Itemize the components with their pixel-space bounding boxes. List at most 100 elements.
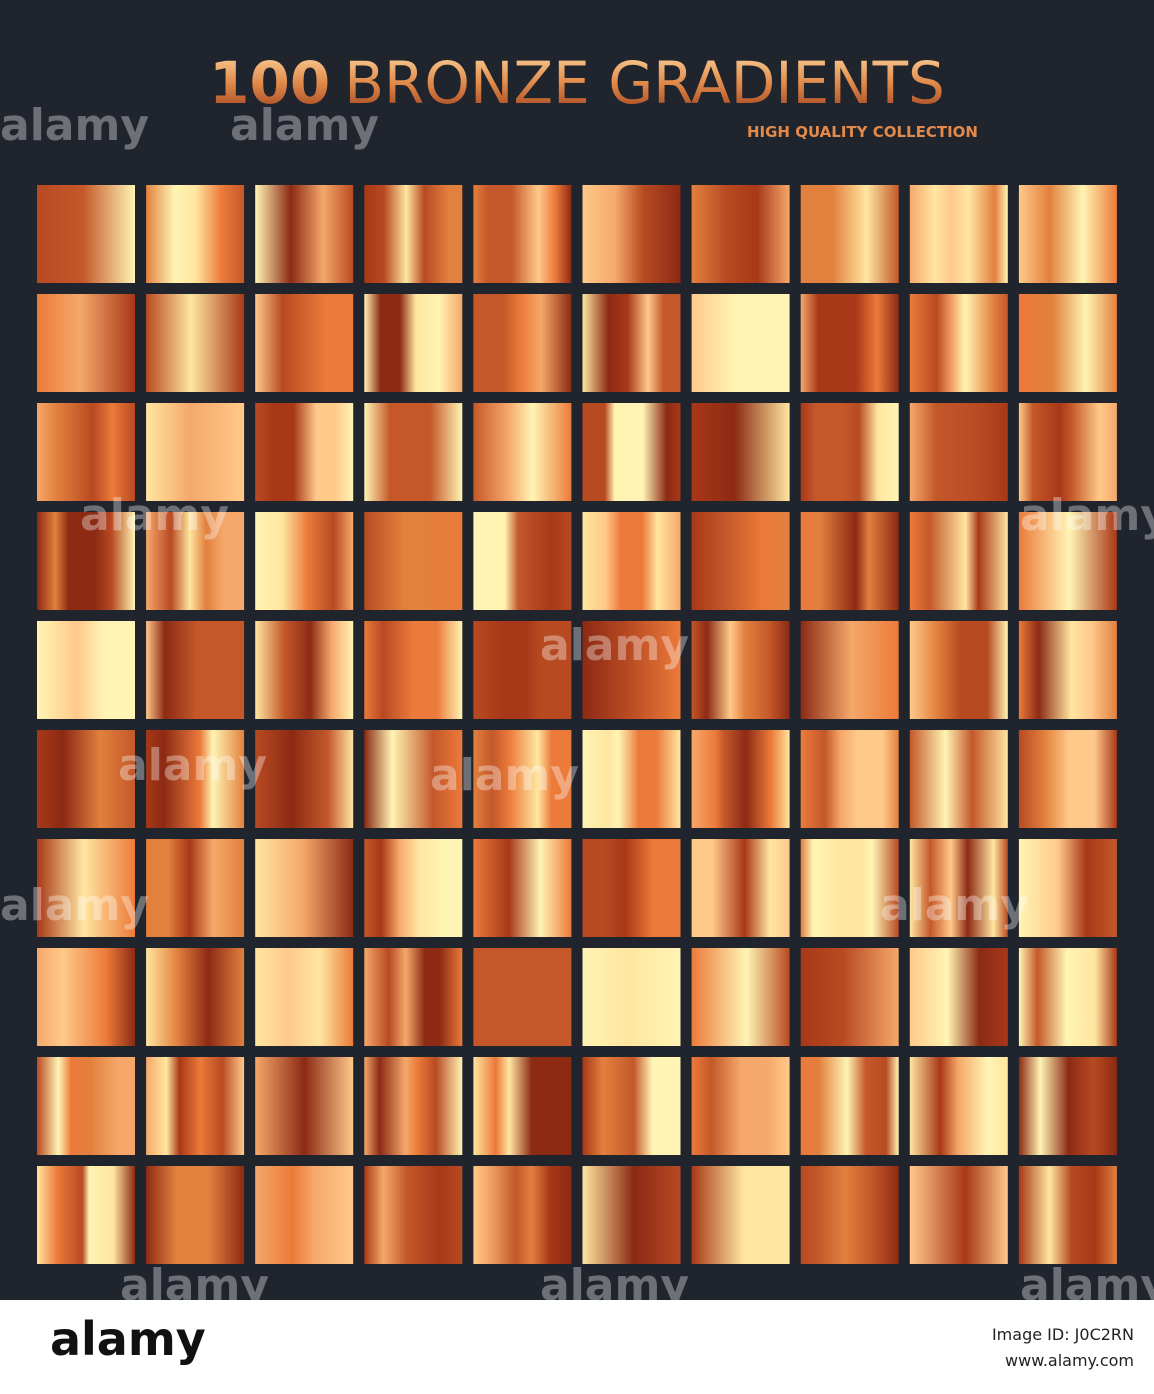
swatch — [255, 403, 354, 501]
swatch — [473, 1057, 572, 1155]
swatch — [1018, 621, 1117, 719]
watermark: alamy — [540, 620, 689, 671]
watermark: alamy — [230, 100, 379, 151]
swatch — [473, 185, 572, 283]
watermark: alamy — [0, 100, 149, 151]
swatch — [691, 1057, 790, 1155]
swatch — [691, 512, 790, 610]
swatch — [37, 403, 135, 501]
footer-logo: alamy — [50, 1312, 206, 1366]
swatch — [146, 730, 245, 828]
swatch — [909, 1057, 1008, 1155]
watermark: alamy — [880, 880, 1029, 931]
subtitle: HIGH QUALITY COLLECTION — [747, 123, 978, 141]
swatch — [800, 948, 899, 1046]
swatch — [255, 730, 354, 828]
swatch — [1018, 948, 1117, 1046]
swatch — [582, 730, 681, 828]
swatch — [473, 512, 572, 610]
swatch — [582, 512, 681, 610]
swatch — [800, 185, 899, 283]
swatch — [364, 403, 463, 501]
swatch — [364, 948, 463, 1046]
swatch — [582, 1057, 681, 1155]
swatch — [364, 512, 463, 610]
swatch — [1018, 512, 1117, 610]
swatch — [909, 621, 1008, 719]
footer-bar — [0, 1300, 1154, 1390]
swatch — [1018, 1166, 1117, 1264]
watermarks: alamy alamy alamy alamy alamy alamy alamy alamy… — [0, 100, 1154, 1311]
watermark: alamy — [1020, 1260, 1154, 1311]
swatch — [800, 621, 899, 719]
swatch — [909, 730, 1008, 828]
swatch — [800, 730, 899, 828]
swatch — [582, 839, 681, 937]
swatch — [255, 1166, 354, 1264]
swatch — [582, 294, 681, 392]
swatch — [37, 294, 135, 392]
swatch — [473, 948, 572, 1046]
swatch — [255, 1057, 354, 1155]
swatch — [691, 185, 790, 283]
swatch — [473, 839, 572, 937]
swatch — [691, 1166, 790, 1264]
swatch — [146, 948, 245, 1046]
swatch — [364, 621, 463, 719]
swatch-grid — [37, 185, 1117, 1264]
swatch — [800, 839, 899, 937]
swatch — [37, 948, 135, 1046]
swatch — [909, 1166, 1008, 1264]
url: www.alamy.com — [1005, 1351, 1134, 1370]
swatch — [364, 839, 463, 937]
swatch — [909, 839, 1008, 937]
swatch — [364, 1166, 463, 1264]
swatch — [146, 839, 245, 937]
swatch — [691, 839, 790, 937]
swatch — [1018, 403, 1117, 501]
swatch — [800, 1057, 899, 1155]
title: 100 BRONZE GRADIENTS — [209, 49, 945, 117]
title-text: BRONZE GRADIENTS — [344, 49, 945, 117]
swatch — [364, 294, 463, 392]
swatch — [37, 1166, 135, 1264]
swatch — [909, 185, 1008, 283]
swatch — [1018, 839, 1117, 937]
watermark: alamy — [118, 740, 267, 791]
swatch — [255, 185, 354, 283]
swatch — [255, 621, 354, 719]
swatch — [582, 948, 681, 1046]
swatch — [691, 621, 790, 719]
watermark: alamy — [430, 750, 579, 801]
swatch — [37, 621, 135, 719]
swatch — [800, 1166, 899, 1264]
watermark: alamy — [0, 880, 149, 931]
title-number: 100 — [209, 49, 330, 117]
swatch — [37, 730, 135, 828]
swatch — [146, 1057, 245, 1155]
swatch — [473, 294, 572, 392]
swatch — [146, 621, 245, 719]
swatch — [582, 1166, 681, 1264]
watermark: alamy — [540, 1260, 689, 1311]
swatch — [909, 948, 1008, 1046]
swatch — [473, 621, 572, 719]
swatch — [800, 294, 899, 392]
swatch — [800, 403, 899, 501]
swatch — [691, 294, 790, 392]
swatch — [691, 948, 790, 1046]
swatch — [146, 294, 245, 392]
swatch — [146, 1166, 245, 1264]
swatch — [909, 294, 1008, 392]
swatch — [582, 621, 681, 719]
swatch — [691, 403, 790, 501]
swatch — [255, 294, 354, 392]
swatch — [146, 512, 245, 610]
swatch — [146, 403, 245, 501]
swatch — [582, 185, 681, 283]
swatch — [800, 512, 899, 610]
swatch — [364, 1057, 463, 1155]
watermark: alamy — [1020, 490, 1154, 541]
